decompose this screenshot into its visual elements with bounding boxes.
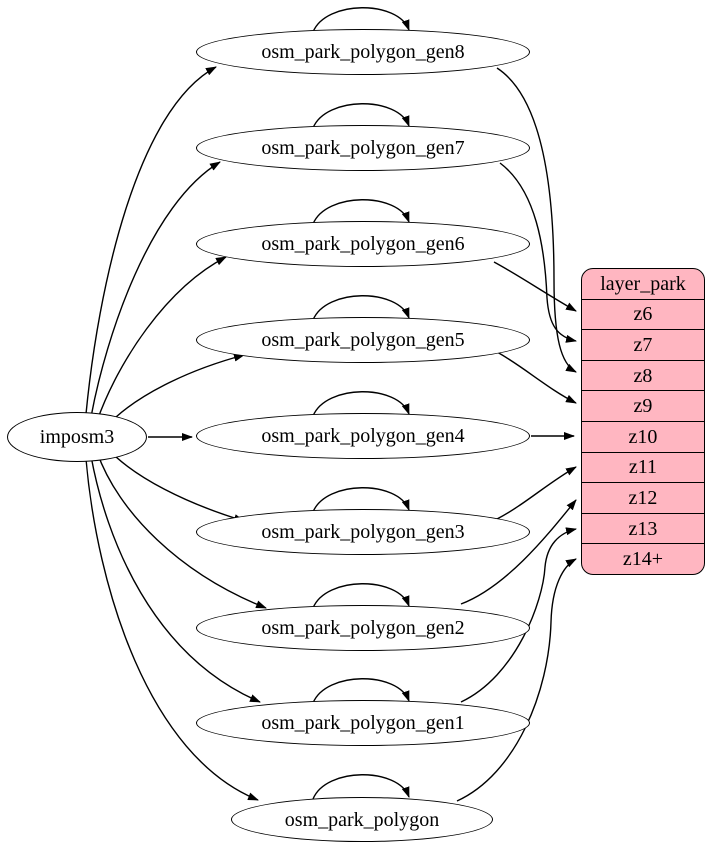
node-label: osm_park_polygon_gen7: [261, 137, 465, 159]
record-row-z6: z6: [582, 298, 704, 330]
node-label: osm_park_polygon_gen5: [261, 329, 465, 351]
record-row-z10: z10: [582, 420, 704, 452]
edge-gen5-to-z9: [496, 351, 577, 404]
node-label: osm_park_polygon_gen4: [261, 425, 465, 447]
node-osm-park-polygon-gen6: osm_park_polygon_gen6: [196, 221, 530, 267]
record-row-z8: z8: [582, 359, 704, 391]
edge-gen7-to-z7: [499, 162, 577, 343]
edge-gen1-to-z13: [460, 527, 577, 703]
record-title: layer_park: [600, 272, 686, 295]
node-osm-park-polygon-gen4: osm_park_polygon_gen4: [196, 413, 530, 459]
record-row-z13: z13: [582, 512, 704, 544]
self-loop-gen1: [312, 678, 410, 704]
record-row-z7: z7: [582, 329, 704, 360]
self-loop-gen3: [312, 487, 410, 513]
node-imposm3: imposm3: [7, 412, 147, 462]
edge-imposm3-to-gen8: [85, 66, 217, 415]
self-loop-gen7: [312, 103, 410, 129]
edge-gen8-to-z8: [496, 67, 577, 373]
node-osm-park-polygon-gen2: osm_park_polygon_gen2: [196, 605, 530, 651]
record-row-z14: z14+: [582, 543, 704, 574]
node-imposm3-label: imposm3: [39, 426, 115, 448]
self-loop-gen4: [312, 391, 410, 417]
record-layer-park: layer_park z6 z7 z8 z9 z10 z11 z12 z13 z…: [581, 268, 705, 575]
node-osm-park-polygon-gen1: osm_park_polygon_gen1: [196, 700, 530, 746]
self-loop-gen6: [312, 199, 410, 225]
node-osm-park-polygon: osm_park_polygon: [231, 797, 493, 842]
edge-imposm3-to-gen6: [96, 256, 227, 422]
edge-polygon-to-z14: [456, 558, 577, 802]
self-loop-gen2: [312, 583, 410, 609]
self-loop-polygon: [312, 774, 410, 800]
node-label: osm_park_polygon_gen3: [261, 521, 465, 543]
node-label: osm_park_polygon_gen8: [261, 41, 465, 63]
edge-gen3-to-z11: [496, 466, 577, 520]
edge-imposm3-to-gen1: [90, 455, 261, 703]
self-loop-gen8: [312, 7, 410, 33]
node-label: osm_park_polygon_gen1: [261, 712, 465, 734]
node-osm-park-polygon-gen7: osm_park_polygon_gen7: [196, 125, 530, 171]
record-row-z11: z11: [582, 451, 704, 483]
node-label: osm_park_polygon_gen6: [261, 233, 465, 255]
edge-imposm3-to-polygon: [85, 458, 259, 801]
node-osm-park-polygon-gen3: osm_park_polygon_gen3: [196, 509, 530, 555]
edge-imposm3-to-gen2: [96, 451, 267, 609]
edge-imposm3-to-gen5: [105, 353, 245, 428]
record-row-z9: z9: [582, 390, 704, 421]
record-row-z12: z12: [582, 482, 704, 513]
node-osm-park-polygon-gen5: osm_park_polygon_gen5: [196, 317, 530, 363]
node-label: osm_park_polygon_gen2: [261, 617, 465, 639]
node-osm-park-polygon-gen8: osm_park_polygon_gen8: [196, 29, 530, 75]
edge-gen6-to-z6: [493, 261, 577, 312]
edge-imposm3-to-gen3: [105, 446, 245, 522]
node-label: osm_park_polygon: [284, 808, 440, 831]
self-loop-gen5: [312, 295, 410, 321]
edge-gen2-to-z12: [460, 499, 577, 605]
edge-imposm3-to-gen7: [90, 161, 221, 418]
